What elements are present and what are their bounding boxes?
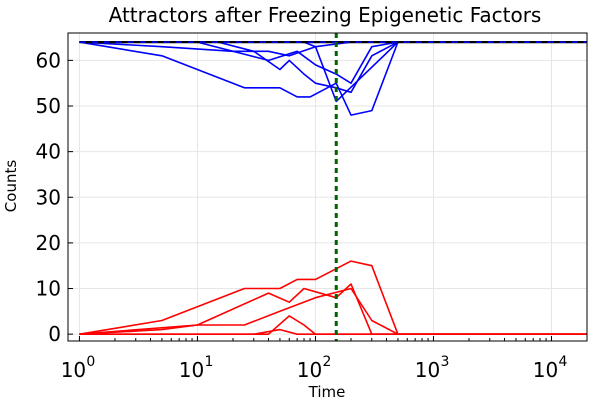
x-tick-label: 10	[297, 358, 322, 382]
series-line-blue-4	[79, 41, 587, 116]
series-line-red-10	[79, 328, 587, 336]
x-tick-exponent: 2	[322, 354, 331, 370]
x-tick-label: 10	[61, 358, 86, 382]
y-tick-label: 10	[36, 277, 61, 301]
series-line-red-8	[79, 287, 587, 336]
x-tick-label: 10	[533, 358, 558, 382]
series-line-red-6	[79, 260, 587, 336]
y-tick-label: 0	[48, 322, 61, 346]
y-tick-label: 40	[36, 140, 61, 164]
x-axis-label: Time	[308, 383, 346, 400]
series-line-blue-3	[79, 41, 587, 94]
x-tick-exponent: 4	[558, 354, 567, 370]
y-tick-label: 30	[36, 185, 61, 209]
series-line-blue-2	[79, 41, 587, 84]
series-lines	[79, 40, 587, 336]
x-tick-exponent: 0	[86, 354, 95, 370]
y-axis-label: Counts	[2, 160, 20, 213]
y-tick-label: 20	[36, 231, 61, 255]
x-tick-exponent: 1	[204, 354, 213, 370]
grid	[68, 33, 587, 341]
y-tick-label: 60	[36, 48, 61, 72]
x-tick-label: 10	[415, 358, 440, 382]
y-tick-label: 50	[36, 94, 61, 118]
plot-frame	[67, 32, 588, 342]
chart-title: Attractors after Freezing Epigenetic Fac…	[109, 3, 542, 27]
x-tick-label: 10	[179, 358, 204, 382]
x-tick-exponent: 3	[440, 354, 449, 370]
